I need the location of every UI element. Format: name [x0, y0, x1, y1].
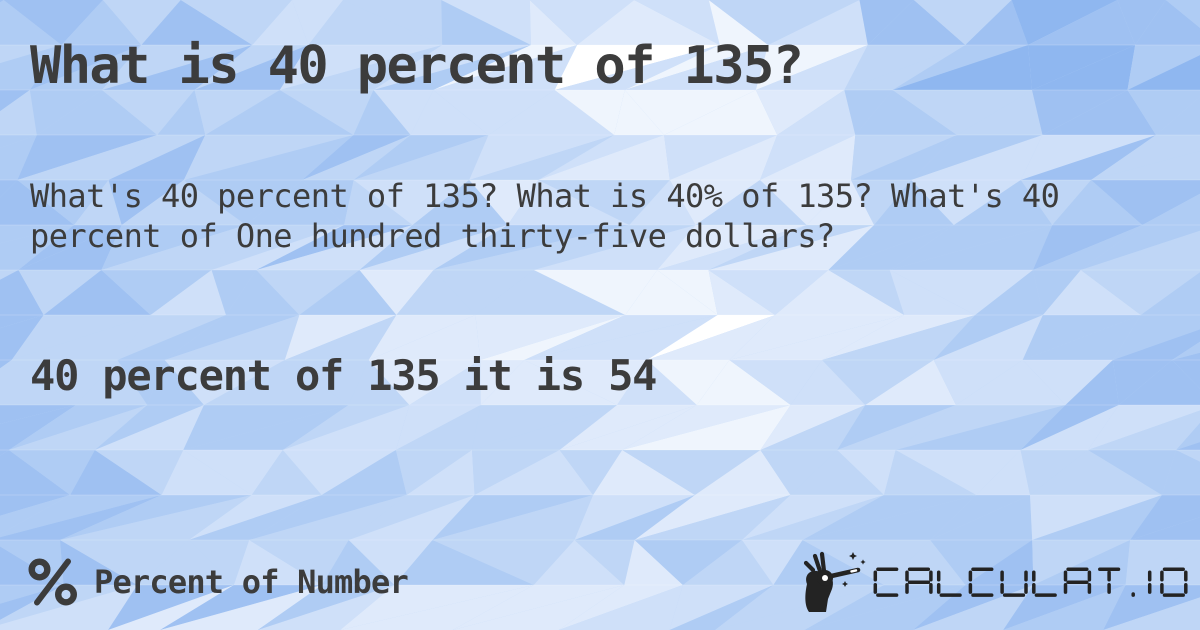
- brand-wordmark: [873, 567, 1188, 597]
- category-badge: Percent of Number: [28, 558, 409, 606]
- magic-wand-hand-icon: [803, 551, 866, 612]
- footer: Percent of Number: [28, 550, 1192, 614]
- question-description: What's 40 percent of 135? What is 40% of…: [30, 177, 1060, 255]
- category-label: Percent of Number: [94, 563, 409, 601]
- percent-icon: [28, 558, 78, 606]
- result-text: 40 percent of 135 it is 54: [30, 351, 657, 400]
- page-title: What is 40 percent of 135?: [30, 36, 804, 96]
- brand-logo: [800, 551, 1192, 613]
